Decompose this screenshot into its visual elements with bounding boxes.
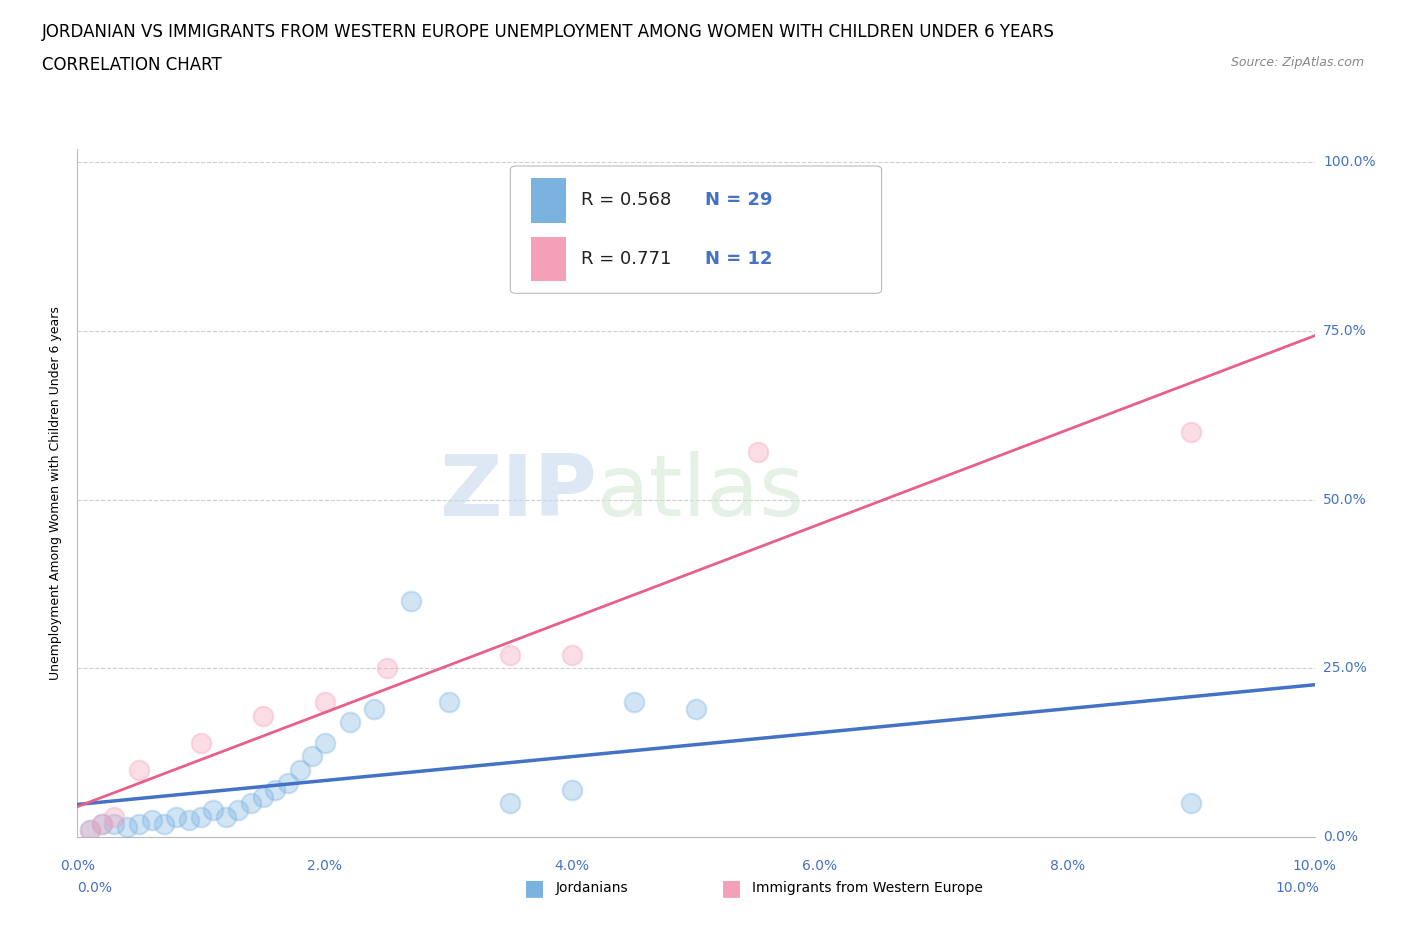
Point bbox=[314, 735, 336, 750]
Point bbox=[226, 803, 249, 817]
Point bbox=[190, 735, 212, 750]
Text: R = 0.568: R = 0.568 bbox=[581, 192, 671, 209]
Point bbox=[115, 819, 138, 834]
Text: R = 0.771: R = 0.771 bbox=[581, 250, 671, 268]
Text: 8.0%: 8.0% bbox=[1050, 859, 1084, 873]
Point bbox=[623, 695, 645, 710]
Point bbox=[239, 796, 262, 811]
Point bbox=[177, 813, 200, 828]
Point bbox=[215, 809, 238, 824]
Point bbox=[252, 708, 274, 723]
Text: Jordanians: Jordanians bbox=[555, 881, 628, 896]
Point bbox=[499, 796, 522, 811]
Point bbox=[91, 816, 114, 830]
Point bbox=[79, 823, 101, 838]
Point bbox=[91, 816, 114, 830]
Point bbox=[288, 762, 311, 777]
Text: Source: ZipAtlas.com: Source: ZipAtlas.com bbox=[1230, 56, 1364, 69]
Text: 6.0%: 6.0% bbox=[803, 859, 837, 873]
Point bbox=[141, 813, 163, 828]
Point bbox=[252, 789, 274, 804]
FancyBboxPatch shape bbox=[510, 166, 882, 293]
Text: N = 29: N = 29 bbox=[704, 192, 772, 209]
Point bbox=[128, 816, 150, 830]
Point bbox=[314, 695, 336, 710]
Point bbox=[685, 701, 707, 716]
Text: 2.0%: 2.0% bbox=[308, 859, 342, 873]
Text: 0.0%: 0.0% bbox=[1323, 830, 1358, 844]
Point bbox=[103, 816, 125, 830]
Point bbox=[561, 647, 583, 662]
Point bbox=[264, 782, 287, 797]
Point bbox=[202, 803, 225, 817]
Text: Immigrants from Western Europe: Immigrants from Western Europe bbox=[752, 881, 983, 896]
Point bbox=[401, 593, 423, 608]
FancyBboxPatch shape bbox=[531, 178, 567, 223]
Text: N = 12: N = 12 bbox=[704, 250, 772, 268]
Text: ■: ■ bbox=[721, 878, 741, 898]
Text: 100.0%: 100.0% bbox=[1323, 155, 1375, 169]
Point bbox=[339, 715, 361, 730]
Y-axis label: Unemployment Among Women with Children Under 6 years: Unemployment Among Women with Children U… bbox=[49, 306, 62, 680]
Point bbox=[165, 809, 187, 824]
FancyBboxPatch shape bbox=[531, 236, 567, 281]
Text: ZIP: ZIP bbox=[439, 451, 598, 535]
Text: atlas: atlas bbox=[598, 451, 806, 535]
Text: 75.0%: 75.0% bbox=[1323, 324, 1367, 338]
Text: CORRELATION CHART: CORRELATION CHART bbox=[42, 56, 222, 73]
Point bbox=[375, 661, 398, 676]
Text: ■: ■ bbox=[524, 878, 544, 898]
Text: JORDANIAN VS IMMIGRANTS FROM WESTERN EUROPE UNEMPLOYMENT AMONG WOMEN WITH CHILDR: JORDANIAN VS IMMIGRANTS FROM WESTERN EUR… bbox=[42, 23, 1054, 41]
Point bbox=[128, 762, 150, 777]
Point bbox=[1180, 425, 1202, 440]
Point bbox=[561, 782, 583, 797]
Point bbox=[277, 776, 299, 790]
Point bbox=[1180, 796, 1202, 811]
Point bbox=[437, 695, 460, 710]
Point bbox=[363, 701, 385, 716]
Text: 10.0%: 10.0% bbox=[1275, 881, 1319, 896]
Text: 25.0%: 25.0% bbox=[1323, 661, 1367, 675]
Text: 0.0%: 0.0% bbox=[60, 859, 94, 873]
Text: 10.0%: 10.0% bbox=[1292, 859, 1337, 873]
Point bbox=[301, 749, 323, 764]
Point bbox=[103, 809, 125, 824]
Point bbox=[79, 823, 101, 838]
Point bbox=[190, 809, 212, 824]
Text: 0.0%: 0.0% bbox=[77, 881, 112, 896]
Point bbox=[153, 816, 176, 830]
Point bbox=[499, 647, 522, 662]
Text: 50.0%: 50.0% bbox=[1323, 493, 1367, 507]
Point bbox=[747, 445, 769, 459]
Text: 4.0%: 4.0% bbox=[555, 859, 589, 873]
